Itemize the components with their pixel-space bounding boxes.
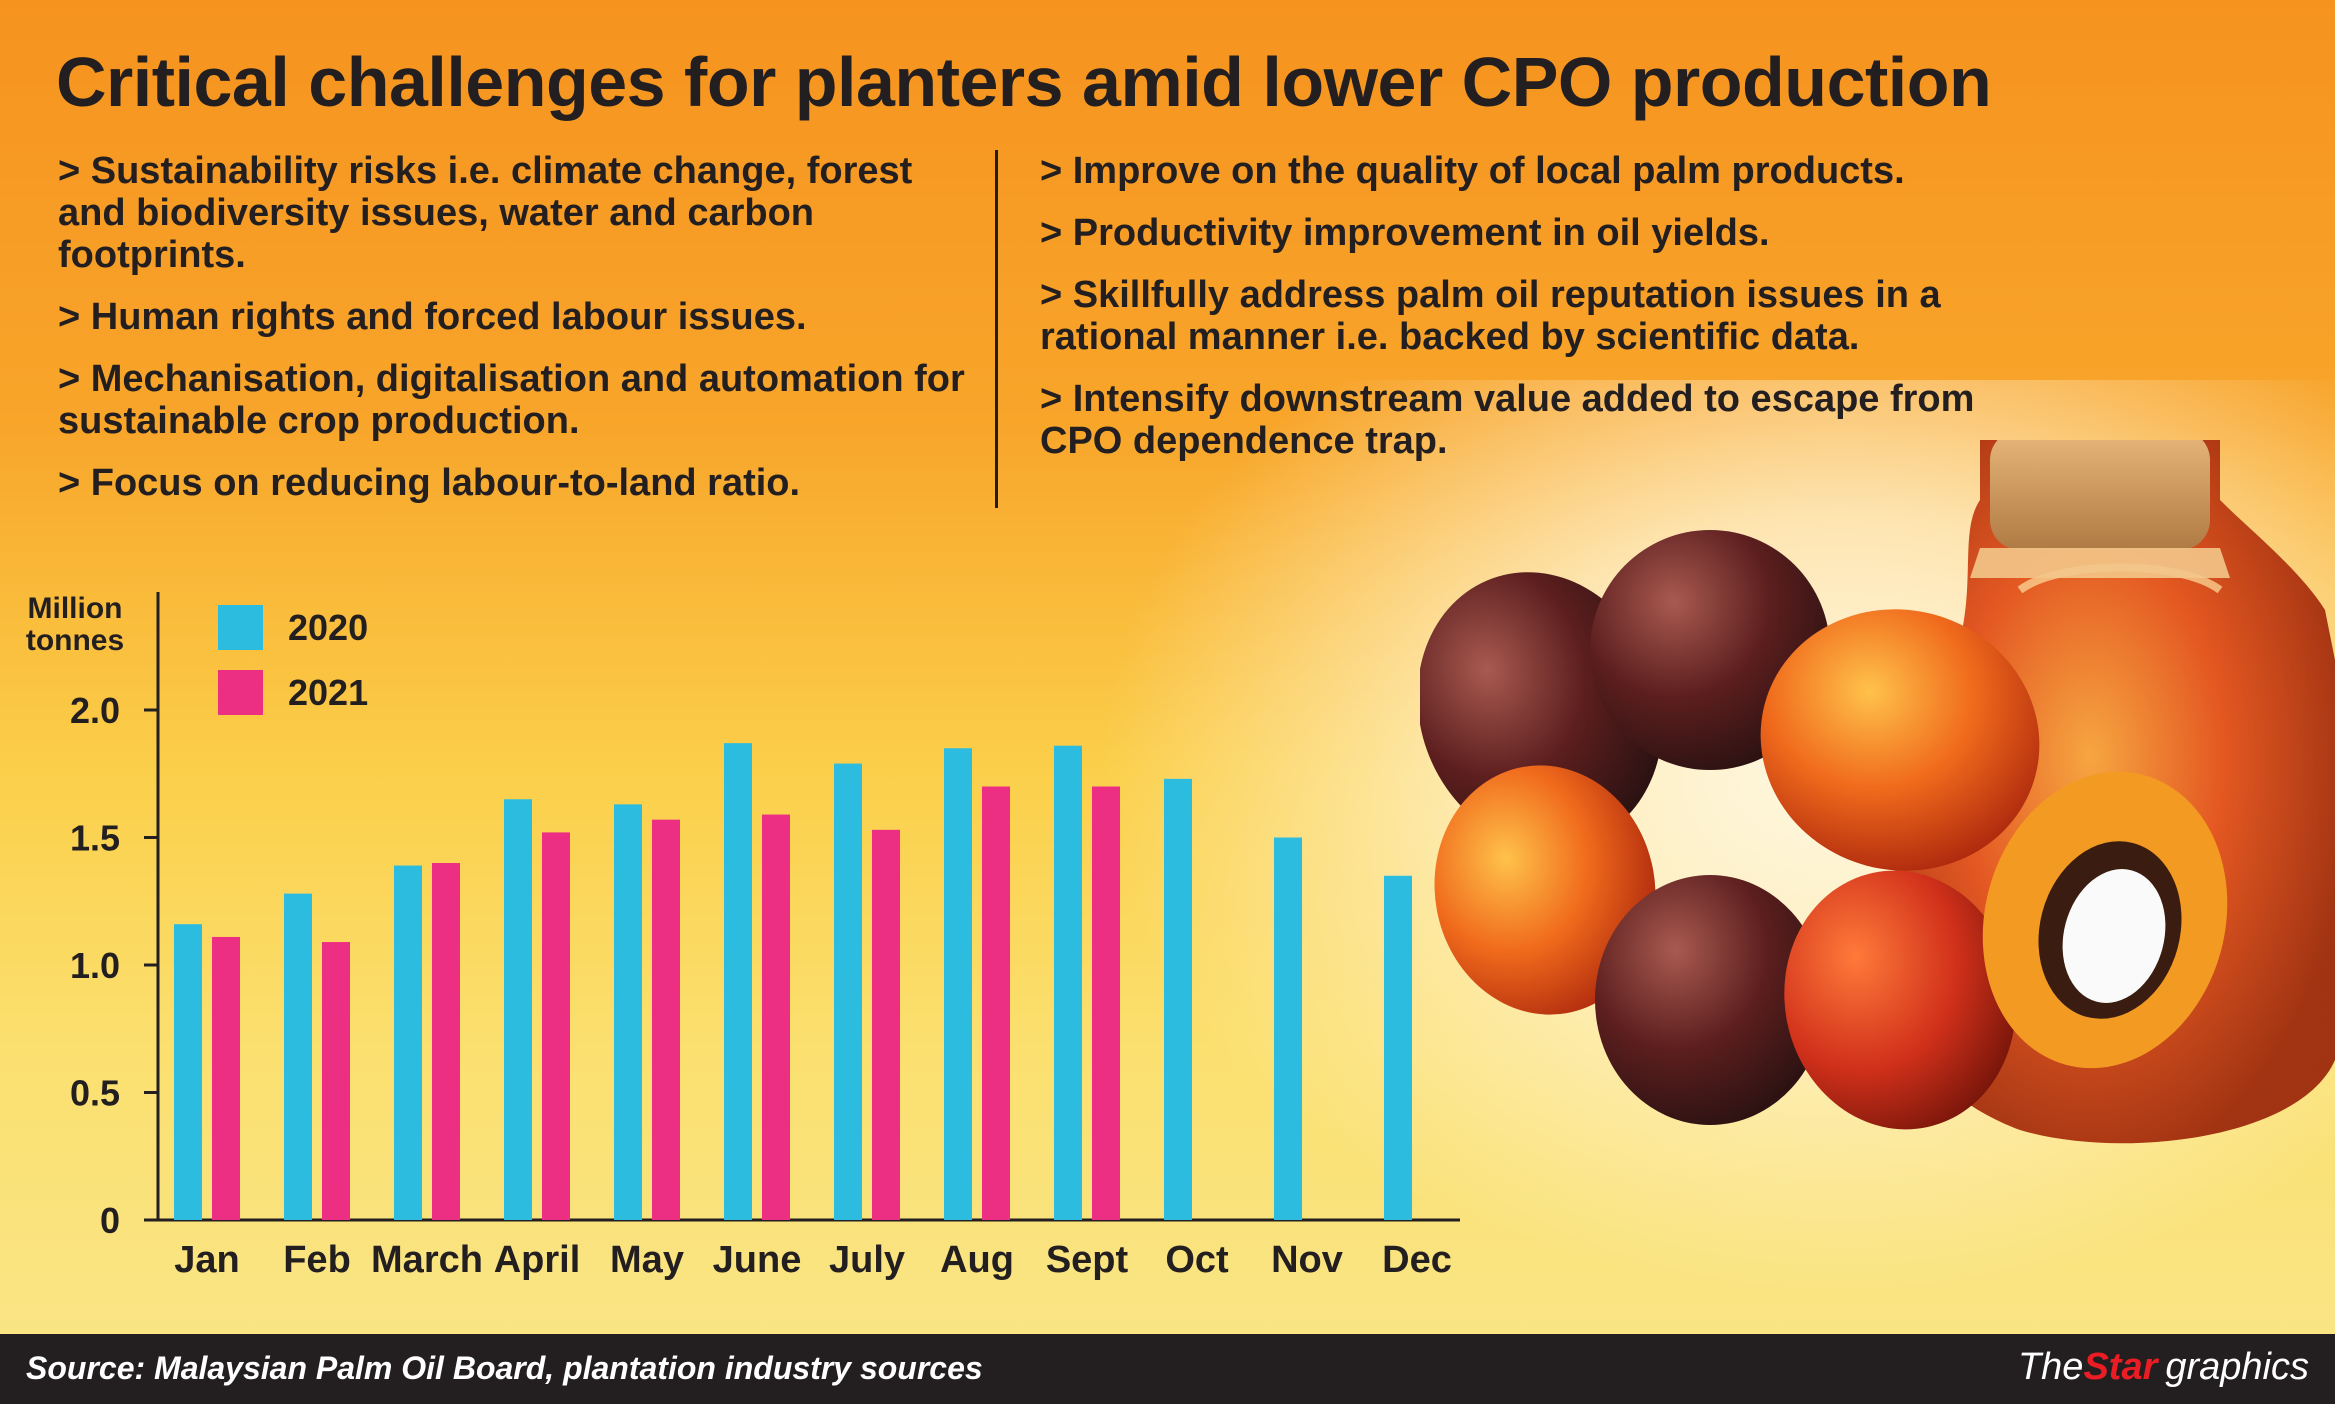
x-tick-label: Dec	[1382, 1239, 1452, 1281]
bar-2020-nov	[1274, 837, 1302, 1220]
bar-2021-feb	[322, 942, 350, 1220]
x-tick-label: May	[610, 1239, 684, 1281]
left-bullet-list: > Sustainability risks i.e. climate chan…	[58, 150, 978, 524]
palm-fruit	[1760, 609, 2040, 871]
x-tick-label: Aug	[940, 1239, 1014, 1281]
x-tick-label: June	[713, 1239, 802, 1281]
palm-oil-illustration	[1420, 440, 2335, 1144]
bullet-item: > Sustainability risks i.e. climate chan…	[58, 150, 913, 276]
bar-2020-june	[724, 743, 752, 1220]
brand-the: The	[2017, 1346, 2084, 1388]
legend-label-2020: 2020	[288, 607, 368, 648]
x-tick-label: Oct	[1165, 1239, 1229, 1281]
bullet-item: > Productivity improvement in oil yields…	[1040, 212, 1770, 254]
brand-logo: TheStar graphics	[2018, 1346, 2309, 1389]
y-axis-label-line: Million	[28, 592, 123, 625]
x-tick-label: Jan	[174, 1239, 239, 1281]
bar-2020-sept	[1054, 745, 1082, 1220]
bullet-item: > Skillfully address palm oil reputation…	[1040, 274, 1941, 358]
bar-2020-dec	[1384, 875, 1412, 1220]
bar-2020-jan	[174, 924, 202, 1220]
y-axis-label: Million tonnes	[26, 592, 124, 657]
x-tick-label: Feb	[283, 1239, 351, 1281]
column-divider	[995, 150, 998, 508]
page-title: Critical challenges for planters amid lo…	[56, 43, 1992, 121]
y-tick-label: 1.5	[70, 818, 120, 859]
bar-2020-july	[834, 763, 862, 1220]
y-tick-label: 0.5	[70, 1073, 120, 1114]
palm-fruit	[1784, 870, 2016, 1130]
x-tick-label: Sept	[1046, 1239, 1129, 1281]
legend-label-2021: 2021	[288, 672, 368, 713]
production-bar-chart: Million tonnes 0 0.5 1.0 1.5 2.0 2020 2021 Jan Feb…	[26, 592, 1460, 1281]
bar-2021-aug	[982, 786, 1010, 1220]
right-bullet-list: > Improve on the quality of local palm p…	[1040, 150, 2020, 482]
bar-2021-april	[542, 832, 570, 1220]
x-tick-label: April	[494, 1239, 581, 1281]
bar-2021-sept	[1092, 786, 1120, 1220]
footer-bar: Source: Malaysian Palm Oil Board, planta…	[0, 1334, 2335, 1404]
bar-2021-may	[652, 819, 680, 1220]
y-tick-label: 2.0	[70, 690, 120, 731]
bar-2020-aug	[944, 748, 972, 1220]
x-tick-label: July	[829, 1239, 905, 1281]
legend-swatch-2020	[218, 605, 263, 650]
bullet-item: > Improve on the quality of local palm p…	[1040, 150, 1905, 192]
bullet-item: > Intensify downstream value added to es…	[1040, 378, 1975, 462]
y-tick-label: 0	[100, 1200, 120, 1241]
bar-2020-feb	[284, 893, 312, 1220]
bar-2021-june	[762, 814, 790, 1220]
brand-graphics: graphics	[2165, 1346, 2309, 1388]
brand-star: Star	[2083, 1346, 2158, 1388]
y-axis-label-line: tonnes	[26, 624, 124, 657]
y-tick-label: 1.0	[70, 945, 120, 986]
bar-2020-april	[504, 799, 532, 1220]
bullet-item: > Focus on reducing labour-to-land ratio…	[58, 462, 801, 504]
bullet-item: > Human rights and forced labour issues.	[58, 296, 807, 338]
bar-2021-march	[432, 863, 460, 1220]
legend-swatch-2021	[218, 670, 263, 715]
bar-2020-march	[394, 865, 422, 1220]
bar-2021-july	[872, 829, 900, 1220]
bar-2020-oct	[1164, 778, 1192, 1220]
palm-fruit	[1595, 875, 1825, 1125]
cork	[1990, 440, 2210, 550]
bar-2020-may	[614, 804, 642, 1220]
bar-2021-jan	[212, 936, 240, 1220]
x-tick-label: March	[371, 1239, 483, 1281]
x-tick-label: Nov	[1271, 1239, 1343, 1281]
palm-fruit	[1434, 765, 1656, 1015]
bullet-item: > Mechanisation, digitalisation and auto…	[58, 358, 965, 442]
source-note: Source: Malaysian Palm Oil Board, planta…	[26, 1350, 983, 1386]
